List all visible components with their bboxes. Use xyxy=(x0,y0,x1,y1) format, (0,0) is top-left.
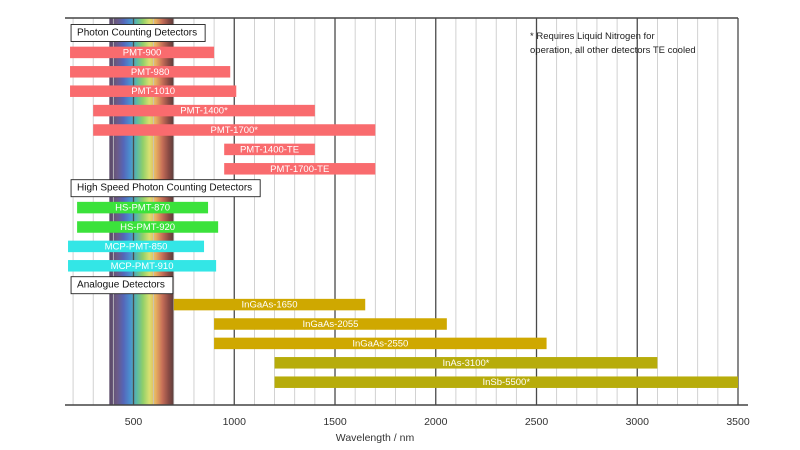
group-label-0: Photon Counting Detectors xyxy=(77,28,197,39)
x-tick-label: 2000 xyxy=(424,416,448,428)
bar-label: InAs-3100* xyxy=(442,358,489,369)
x-tick-label: 2500 xyxy=(525,416,549,428)
bar-hs-pmt-870 xyxy=(77,201,209,214)
bar-pmt-1010 xyxy=(70,85,237,97)
bar-pmt-980 xyxy=(70,66,231,78)
x-tick-label: 3500 xyxy=(726,416,750,428)
bar-insb-5500- xyxy=(274,376,738,388)
x-tick-label: 3000 xyxy=(626,416,650,428)
bar-label: InGaAs-2055 xyxy=(302,319,358,330)
bar-label: InGaAs-1650 xyxy=(242,300,298,311)
bar-label: MCP-PMT-910 xyxy=(111,261,174,272)
bar-mcp-pmt-910 xyxy=(68,260,217,272)
bar-label: PMT-900 xyxy=(123,47,162,58)
group-label-1: High Speed Photon Counting Detectors xyxy=(77,183,252,194)
bar-label: PMT-1700* xyxy=(210,125,258,136)
bar-pmt-1700-te xyxy=(224,163,376,175)
group-label-box-2 xyxy=(70,276,174,295)
bar-label: MCP-PMT-850 xyxy=(105,241,168,252)
bar-pmt-1400-te xyxy=(224,143,315,156)
bar-label: PMT-1700-TE xyxy=(270,164,329,175)
bar-label: InGaAs-2550 xyxy=(352,338,408,349)
group-label-box-1 xyxy=(70,179,261,198)
bar-label: HS-PMT-920 xyxy=(120,222,175,233)
bar-label: PMT-1010 xyxy=(131,86,175,97)
group-label-2: Analogue Detectors xyxy=(77,280,165,291)
bar-label: HS-PMT-870 xyxy=(115,203,170,214)
bar-inas-3100- xyxy=(274,357,658,369)
note-line: * Requires Liquid Nitrogen for xyxy=(530,31,655,42)
bar-pmt-900 xyxy=(70,46,215,59)
bar-ingaas-1650 xyxy=(173,298,366,311)
bar-label: PMT-1400* xyxy=(180,106,228,117)
bar-label: InSb-5500* xyxy=(483,377,531,388)
bar-ingaas-2055 xyxy=(214,318,447,330)
x-axis-title: Wavelength / nm xyxy=(336,432,415,444)
x-tick-label: 500 xyxy=(125,416,143,428)
bar-pmt-1400- xyxy=(93,104,315,117)
bar-ingaas-2550 xyxy=(214,337,547,350)
group-label-box-0 xyxy=(70,24,206,42)
bar-mcp-pmt-850 xyxy=(68,240,205,253)
bar-label: PMT-980 xyxy=(131,67,170,78)
note-line: operation, all other detectors TE cooled xyxy=(530,45,696,56)
x-tick-label: 1000 xyxy=(223,416,247,428)
bar-label: PMT-1400-TE xyxy=(240,144,299,155)
bar-pmt-1700- xyxy=(93,124,376,136)
bar-hs-pmt-920 xyxy=(77,221,219,233)
x-tick-label: 1500 xyxy=(323,416,347,428)
